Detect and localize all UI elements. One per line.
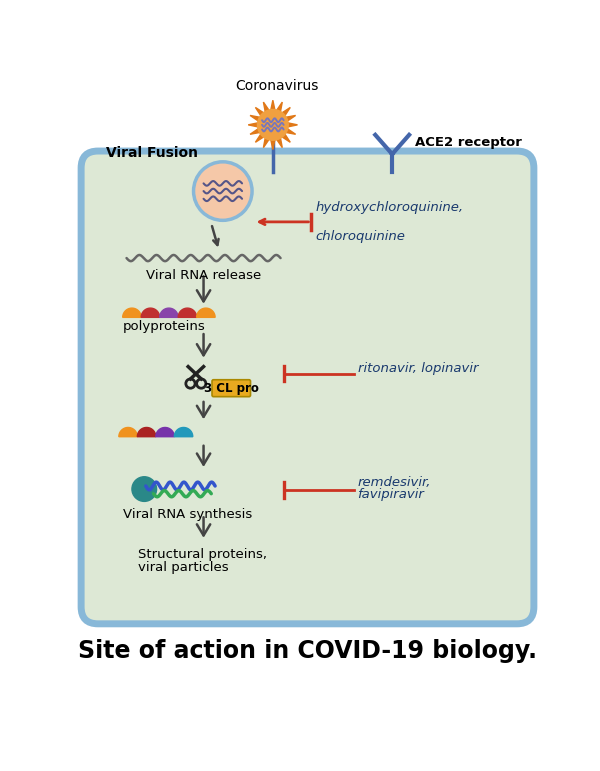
FancyBboxPatch shape [81, 151, 534, 624]
Text: chloroquinine: chloroquinine [315, 230, 405, 243]
Polygon shape [286, 129, 296, 134]
Text: remdesivir,: remdesivir, [358, 476, 431, 490]
Polygon shape [174, 427, 193, 436]
Polygon shape [271, 140, 275, 150]
Polygon shape [271, 100, 275, 109]
Polygon shape [250, 129, 259, 134]
Polygon shape [141, 308, 160, 318]
Text: polyproteins: polyproteins [123, 321, 205, 333]
Polygon shape [282, 134, 290, 143]
Polygon shape [197, 308, 215, 318]
Polygon shape [282, 107, 290, 116]
Text: hydroxychloroquinine,: hydroxychloroquinine, [315, 201, 463, 214]
Polygon shape [263, 138, 269, 147]
Polygon shape [119, 427, 137, 436]
Polygon shape [156, 427, 174, 436]
Polygon shape [288, 123, 298, 126]
Polygon shape [137, 427, 156, 436]
Circle shape [132, 476, 157, 501]
Text: Viral Fusion: Viral Fusion [106, 146, 198, 160]
Text: Coronavirus: Coronavirus [235, 79, 319, 93]
Text: ACE2 receptor: ACE2 receptor [415, 136, 522, 149]
Polygon shape [160, 308, 178, 318]
Polygon shape [277, 138, 282, 147]
Text: favipiravir: favipiravir [358, 488, 424, 501]
Polygon shape [256, 134, 263, 143]
Text: Viral RNA synthesis: Viral RNA synthesis [123, 507, 252, 520]
Text: Structural proteins,: Structural proteins, [138, 548, 267, 561]
Text: 3 CL pro: 3 CL pro [204, 382, 259, 396]
Text: Viral RNA release: Viral RNA release [146, 269, 261, 282]
Polygon shape [178, 308, 197, 318]
Text: Site of action in COVID-19 biology.: Site of action in COVID-19 biology. [78, 638, 537, 663]
Polygon shape [277, 102, 282, 112]
Polygon shape [123, 308, 141, 318]
Polygon shape [256, 107, 263, 116]
Text: ritonavir, lopinavir: ritonavir, lopinavir [358, 362, 478, 375]
FancyBboxPatch shape [212, 380, 251, 396]
Polygon shape [286, 116, 296, 121]
Polygon shape [248, 123, 257, 126]
Polygon shape [263, 102, 269, 112]
Polygon shape [250, 116, 259, 121]
Circle shape [257, 109, 288, 140]
Circle shape [194, 162, 252, 221]
Text: viral particles: viral particles [138, 561, 229, 574]
